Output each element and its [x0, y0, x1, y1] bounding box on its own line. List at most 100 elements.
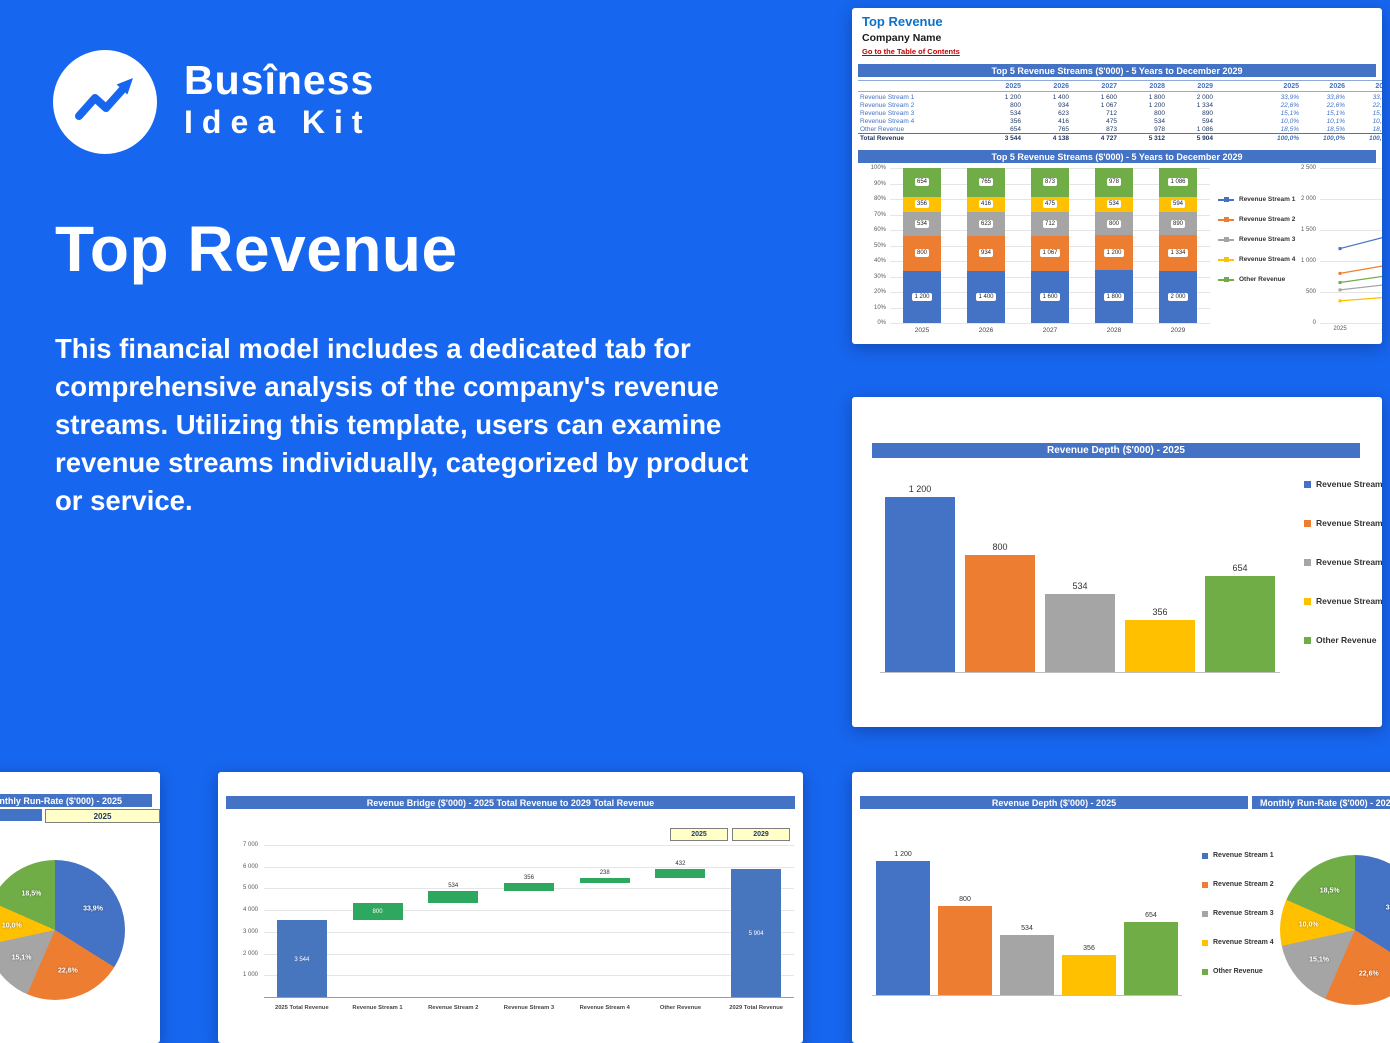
value-cell: 765	[1058, 125, 1069, 133]
bar-segment: 623	[967, 212, 1005, 236]
legend-item: Other Revenue	[1218, 276, 1295, 283]
share-cell: 18,5%	[1326, 125, 1345, 133]
legend-marker-3	[1218, 237, 1234, 242]
x-axis-label: Other Revenue	[659, 1004, 702, 1011]
legend-label: Other Revenue	[1213, 968, 1263, 975]
row-label: Revenue Stream 1	[860, 94, 915, 102]
share-cell: 15,1%	[1372, 109, 1382, 117]
stacked-bar: 1 400 934 623 416 765	[967, 168, 1005, 323]
x-axis-label: 2025	[914, 327, 930, 334]
value-cell: 1 067	[1100, 102, 1117, 110]
gridline	[1320, 230, 1382, 231]
brand-name-line1: Busîness	[184, 57, 375, 103]
year-selector-cell[interactable]: 2025	[45, 809, 160, 823]
y-axis-tick: 5 000	[242, 885, 258, 892]
bar-segment: 1 334	[1159, 235, 1197, 271]
gridline	[1320, 323, 1382, 324]
value-cell: 1 334	[1196, 102, 1213, 110]
waterfall-bar	[276, 920, 327, 997]
legend-marker-3	[1202, 910, 1208, 917]
year-header-cell: 2028	[1149, 82, 1165, 90]
line-chart-svg	[1338, 237, 1382, 303]
y-axis-tick: 500	[1305, 289, 1316, 295]
y-axis-tick: 2 000	[1300, 196, 1316, 202]
legend-marker-5	[1202, 968, 1208, 975]
share-cell: 100,0%	[1276, 134, 1299, 142]
legend-item: Revenue Stream 3	[1304, 557, 1382, 567]
bar-value-label: 3 544	[294, 956, 310, 963]
depth-bar	[885, 496, 955, 672]
bridge-end-year-cell[interactable]: 2029	[732, 828, 790, 841]
bar-segment: 800	[1095, 212, 1133, 236]
y-axis-tick: 1 500	[1300, 227, 1316, 233]
revenue-depth-chart: 1 200 800 534 356 654	[872, 850, 1182, 996]
stacked-chart-y-axis: 100% 90% 80% 70% 60% 50% 40% 30% 20% 10% 0%	[860, 165, 886, 326]
gridline	[264, 910, 794, 912]
waterfall-bar	[579, 878, 630, 884]
legend-item: Revenue Stream 3	[1202, 910, 1274, 917]
segment-value-label: 1 800	[1104, 292, 1124, 301]
bar-segment: 356	[903, 196, 941, 213]
value-cell: 5 312	[1148, 134, 1165, 142]
bar-value-label: 238	[599, 870, 610, 877]
segment-value-label: 534	[1106, 200, 1121, 209]
legend-marker-4	[1218, 257, 1234, 262]
depth-chart-title-bar: Revenue Depth ($'000) - 2025	[872, 443, 1360, 458]
pie-slice-label: 10,0%	[1298, 921, 1319, 929]
legend-marker-1	[1202, 852, 1208, 859]
pie-slice-label: 18,5%	[21, 890, 42, 898]
x-axis-label: 2026	[1368, 326, 1382, 332]
depth-bar	[965, 555, 1035, 672]
value-cell: 534	[1010, 109, 1021, 117]
bridge-start-year-cell[interactable]: 2025	[670, 828, 728, 841]
x-axis-label: 2025	[1333, 326, 1347, 332]
value-cell: 873	[1106, 125, 1117, 133]
segment-value-label: 356	[914, 200, 929, 209]
segment-value-label: 534	[914, 219, 929, 228]
bar-segment: 978	[1095, 168, 1133, 197]
gridline	[1320, 168, 1382, 169]
legend-marker-2	[1218, 217, 1234, 222]
table-title-bar: Top 5 Revenue Streams ($'000) - 5 Years …	[858, 64, 1376, 77]
table-of-contents-link[interactable]: Go to the Table of Contents	[862, 47, 960, 56]
legend-item: Revenue Stream 3	[1218, 236, 1295, 243]
x-axis-label: Revenue Stream 3	[503, 1004, 555, 1011]
waterfall-y-axis: 7 000 6 000 5 000 4 000 3 000 2 000 1 000	[224, 842, 258, 997]
x-axis-label: 2026	[978, 327, 994, 334]
bar-segment: 1 800	[1095, 270, 1133, 323]
y-axis-tick: 50%	[873, 242, 886, 249]
share-cell: 22,6%	[1372, 102, 1382, 110]
value-cell: 1 400	[1052, 94, 1069, 102]
x-axis-label: Revenue Stream 1	[352, 1004, 403, 1011]
line-chart: 2025 2026	[1320, 168, 1382, 340]
legend-item: Revenue Stream 4	[1218, 256, 1295, 263]
segment-value-label: 1 086	[1168, 178, 1188, 187]
legend-marker-4	[1202, 939, 1208, 946]
bar-segment: 934	[967, 235, 1005, 271]
revenue-depth-chart: 1 200 800 534 356 654	[880, 482, 1280, 673]
row-label: Revenue Stream 2	[860, 102, 915, 110]
segment-value-label: 1 067	[1040, 249, 1060, 258]
bar-segment: 1 600	[1031, 270, 1069, 323]
table-row: Revenue Stream 1 1 200 1 400 1 600 1 800 2 00…	[858, 94, 1382, 102]
segment-value-label: 890	[1170, 219, 1185, 228]
stacked-bar: 1 800 1 200 800 534 978	[1095, 168, 1133, 323]
gridline	[264, 975, 794, 977]
segment-value-label: 475	[1042, 200, 1057, 209]
revenue-table: 202520262027202820292025202620272028Reve…	[858, 80, 1382, 143]
page-description: This financial model includes a dedicate…	[55, 333, 749, 516]
row-label: Revenue Stream 4	[860, 117, 915, 125]
row-label: Other Revenue	[860, 125, 905, 133]
bridge-title-bar: Revenue Bridge ($'000) - 2025 Total Reve…	[226, 796, 795, 809]
bar-segment: 712	[1031, 212, 1069, 236]
brand-name: Busîness Idea Kit	[184, 58, 374, 142]
depth-runrate-panel: Revenue Depth ($'000) - 2025 Monthly Run…	[852, 772, 1390, 1043]
logo: Busîness Idea Kit	[53, 50, 373, 154]
row-label: Total Revenue	[860, 134, 904, 142]
depth-bar	[1124, 922, 1178, 995]
share-cell: 22,6%	[1326, 102, 1345, 110]
legend-label: Revenue Stream 4	[1239, 256, 1296, 263]
bar-segment: 2 000	[1159, 270, 1197, 323]
segment-value-label: 2 000	[1168, 292, 1188, 301]
x-axis-label: 2027	[1042, 327, 1058, 334]
